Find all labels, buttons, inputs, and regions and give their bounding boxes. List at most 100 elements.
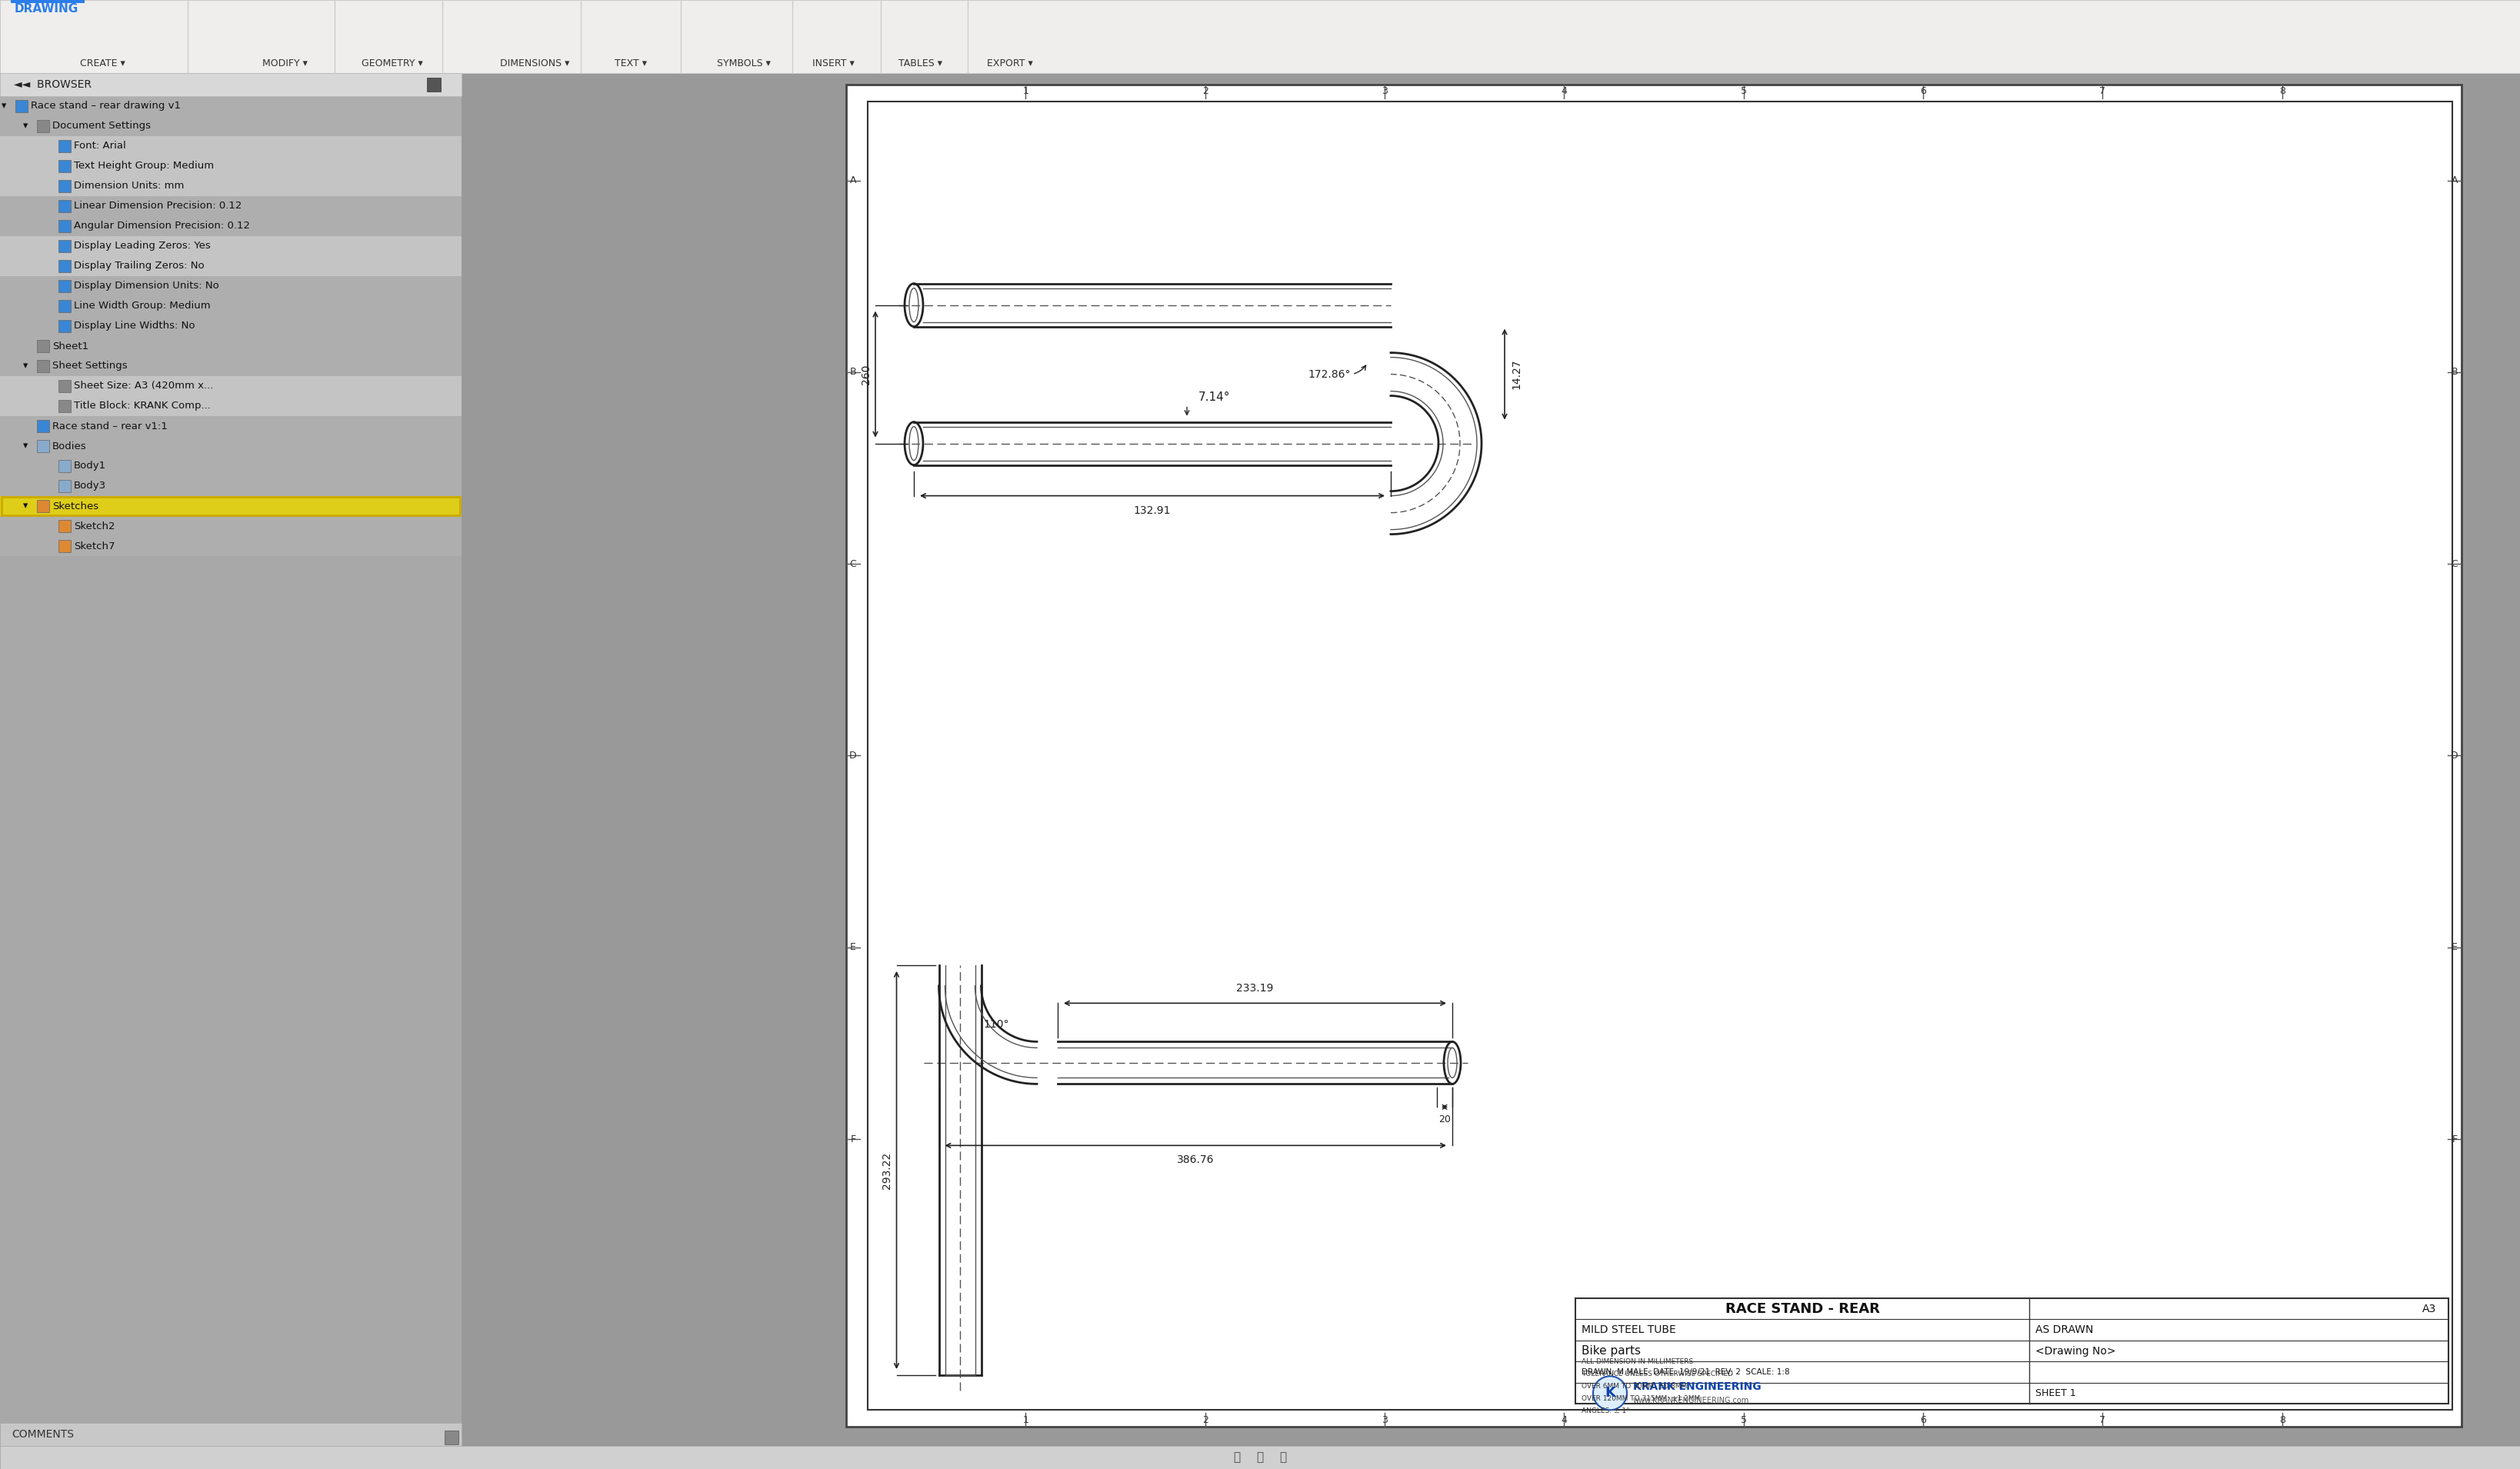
Text: OVER 6MM TO 30MM: ±0.8MM: OVER 6MM TO 30MM: ±0.8MM [1583,1382,1686,1390]
Bar [15,100,28,112]
Bar [426,78,441,91]
Text: AS DRAWN: AS DRAWN [2036,1325,2094,1335]
Bar [58,400,71,413]
Bar [0,297,461,316]
Bar [58,380,71,392]
Text: 172.86°: 172.86° [1308,369,1351,379]
Bar [0,276,461,297]
Bar [0,156,461,176]
Text: ⏭: ⏭ [1280,1451,1288,1463]
Text: Body1: Body1 [73,461,106,472]
Text: D: D [849,751,857,761]
Circle shape [1593,1376,1628,1410]
Bar [0,416,461,436]
Text: 5: 5 [1741,87,1746,97]
Bar [58,200,71,213]
Text: Sketch2: Sketch2 [73,521,116,532]
Text: DRAWING: DRAWING [15,3,78,15]
Text: GEOMETRY ▾: GEOMETRY ▾ [363,59,423,69]
Bar [0,73,461,95]
Text: F: F [2452,1134,2457,1144]
Text: ANGLES: ± 1°: ANGLES: ± 1° [1583,1407,1630,1415]
Text: ▾: ▾ [23,120,28,131]
Text: 1: 1 [1023,1415,1028,1425]
Text: Body3: Body3 [73,480,106,491]
Text: E: E [849,943,857,952]
Text: ⏮: ⏮ [1232,1451,1240,1463]
Text: INSERT ▾: INSERT ▾ [811,59,854,69]
Text: K: K [1605,1387,1615,1400]
Bar [38,499,50,513]
Bar [38,120,50,132]
Bar [0,336,461,355]
Text: DIMENSIONS ▾: DIMENSIONS ▾ [499,59,570,69]
Text: 8: 8 [2278,1415,2286,1425]
Text: 6: 6 [1920,1415,1925,1425]
Bar [0,216,461,237]
Text: Font: Arial: Font: Arial [73,141,126,151]
Bar [0,176,461,197]
Text: 7: 7 [2099,87,2107,97]
Text: CREATE ▾: CREATE ▾ [81,59,126,69]
Bar [3,497,461,516]
Text: Race stand – rear drawing v1: Race stand – rear drawing v1 [30,101,181,112]
Text: TEXT ▾: TEXT ▾ [615,59,648,69]
Text: Bodies: Bodies [53,441,86,451]
Text: A3: A3 [2422,1303,2437,1315]
Bar [0,436,461,455]
Text: ⏸: ⏸ [1257,1451,1263,1463]
Bar [0,1423,461,1445]
Text: 3: 3 [1381,87,1389,97]
Text: Display Dimension Units: No: Display Dimension Units: No [73,281,219,291]
Bar [444,1431,459,1444]
Text: 2: 2 [1202,87,1207,97]
Text: 233.19: 233.19 [1237,983,1273,995]
Text: Dimension Units: mm: Dimension Units: mm [73,181,184,191]
Bar [38,339,50,353]
Bar [58,239,71,253]
Bar [58,541,71,552]
Bar [10,0,86,3]
Bar [0,73,461,1423]
Bar [58,140,71,153]
Bar [0,536,461,557]
Text: 110°: 110° [983,1019,1008,1030]
Bar [0,0,2520,73]
Bar [58,181,71,192]
Bar [58,281,71,292]
Bar [58,160,71,172]
Text: 8: 8 [2278,87,2286,97]
Text: 386.76: 386.76 [1177,1155,1215,1165]
Bar [38,360,50,372]
Bar [0,397,461,416]
Bar [0,197,461,216]
Text: SHEET 1: SHEET 1 [2036,1388,2076,1398]
Text: Display Leading Zeros: Yes: Display Leading Zeros: Yes [73,241,212,251]
Text: TOLERANCE UNLESS OTHERWISE SPECIFIED: TOLERANCE UNLESS OTHERWISE SPECIFIED [1583,1371,1734,1378]
Text: 4: 4 [1560,1415,1567,1425]
Text: Display Trailing Zeros: No: Display Trailing Zeros: No [73,261,204,272]
Text: Sheet Size: A3 (420mm x...: Sheet Size: A3 (420mm x... [73,380,214,391]
Text: <Drawing No>: <Drawing No> [2036,1346,2117,1356]
Bar [0,137,461,156]
Bar [58,320,71,332]
Text: Sheet Settings: Sheet Settings [53,361,129,372]
Text: 132.91: 132.91 [1134,505,1172,516]
Text: 3: 3 [1381,1415,1389,1425]
Text: C: C [849,558,857,569]
Bar [58,260,71,272]
Text: Sketch7: Sketch7 [73,541,116,551]
Bar [847,85,2462,1426]
Text: 7.14°: 7.14° [1200,391,1230,403]
Bar [58,520,71,532]
Text: RACE STAND - REAR: RACE STAND - REAR [1726,1302,1880,1316]
Text: ▾: ▾ [23,501,28,511]
Text: Display Line Widths: No: Display Line Widths: No [73,322,194,331]
Text: Line Width Group: Medium: Line Width Group: Medium [73,301,212,311]
Bar [0,256,461,276]
Bar [0,355,461,376]
Text: A: A [849,175,857,185]
Text: 4: 4 [1560,87,1567,97]
Bar [58,220,71,232]
Bar [1575,1299,2449,1403]
